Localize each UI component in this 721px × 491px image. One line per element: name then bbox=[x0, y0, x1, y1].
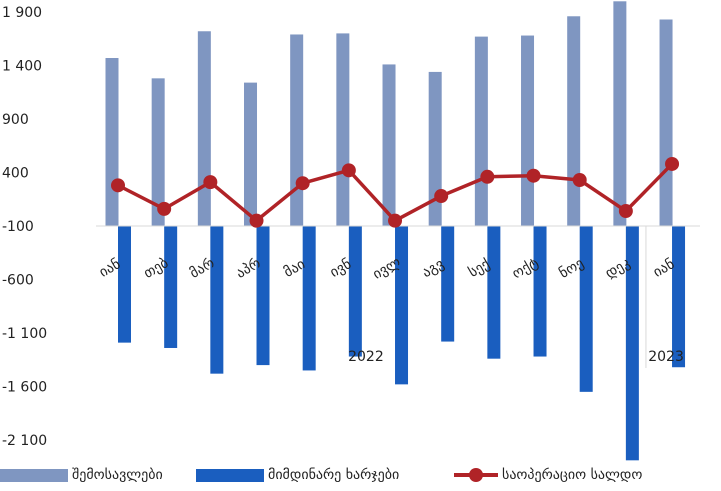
y-tick-label: -1 600 bbox=[2, 380, 47, 396]
bar-revenue-11 bbox=[613, 1, 627, 226]
legend-item-balance: საოპერაციო სალდო bbox=[454, 467, 642, 483]
bars-layer bbox=[105, 1, 686, 461]
year-label-2023: 2023 bbox=[648, 349, 684, 365]
bar-revenue-12 bbox=[659, 19, 673, 226]
bar-expenses-12 bbox=[672, 226, 686, 368]
legend-label-revenue: შემოსავლები bbox=[72, 467, 163, 483]
point-balance-5 bbox=[341, 163, 356, 178]
bar-expenses-2 bbox=[210, 226, 224, 374]
legend: შემოსავლები მიმდინარე ხარჯები საოპერაციო… bbox=[0, 461, 721, 491]
point-balance-4 bbox=[295, 176, 310, 191]
year-label-2022: 2022 bbox=[348, 349, 384, 365]
bar-expenses-7 bbox=[441, 226, 455, 342]
bar-revenue-0 bbox=[105, 58, 119, 227]
bar-expenses-10 bbox=[579, 226, 593, 392]
bar-revenue-2 bbox=[197, 31, 211, 227]
point-balance-8 bbox=[480, 169, 495, 184]
y-tick-label: 400 bbox=[2, 166, 29, 182]
bar-revenue-9 bbox=[521, 35, 535, 226]
point-balance-6 bbox=[388, 213, 403, 228]
point-balance-12 bbox=[665, 156, 680, 171]
bar-revenue-8 bbox=[474, 36, 488, 226]
legend-item-expenses: მიმდინარე ხარჯები bbox=[196, 467, 399, 483]
bar-revenue-6 bbox=[382, 64, 396, 227]
point-balance-10 bbox=[572, 172, 587, 187]
bar-expenses-4 bbox=[302, 226, 316, 371]
point-balance-11 bbox=[618, 204, 633, 219]
y-tick-label: -100 bbox=[2, 219, 34, 235]
y-tick-label: -2 100 bbox=[2, 433, 47, 449]
legend-label-expenses: მიმდინარე ხარჯები bbox=[268, 467, 400, 483]
y-tick-label: -600 bbox=[2, 273, 34, 289]
bar-expenses-1 bbox=[164, 226, 178, 348]
bar-revenue-5 bbox=[336, 33, 350, 227]
point-balance-1 bbox=[157, 201, 172, 216]
point-balance-3 bbox=[249, 213, 264, 228]
bar-revenue-1 bbox=[151, 78, 165, 226]
y-tick-label: 900 bbox=[2, 112, 29, 128]
bar-expenses-3 bbox=[256, 226, 270, 366]
bar-expenses-5 bbox=[348, 226, 362, 357]
bar-expenses-8 bbox=[487, 226, 501, 359]
bar-revenue-3 bbox=[244, 82, 258, 227]
bar-expenses-11 bbox=[625, 226, 639, 461]
y-tick-label: -1 100 bbox=[2, 326, 47, 342]
line-layer bbox=[111, 156, 680, 228]
legend-swatch-balance bbox=[454, 468, 498, 482]
bar-expenses-0 bbox=[118, 226, 131, 343]
legend-label-balance: საოპერაციო სალდო bbox=[502, 467, 643, 483]
bar-expenses-6 bbox=[395, 226, 409, 385]
legend-item-revenue: შემოსავლები bbox=[0, 467, 163, 483]
bar-revenue-4 bbox=[290, 34, 304, 226]
bar-revenue-7 bbox=[428, 71, 442, 226]
bar-revenue-10 bbox=[567, 16, 581, 227]
point-balance-7 bbox=[434, 189, 449, 204]
legend-swatch-revenue bbox=[0, 468, 68, 482]
legend-swatch-expenses bbox=[196, 468, 264, 482]
y-tick-label: 1 400 bbox=[2, 59, 42, 75]
chart: 1 900 1 400 900 400 -100 -600 -1 100 -1 600 -2 1… bbox=[2, 1, 700, 461]
bar-expenses-9 bbox=[533, 226, 547, 357]
point-balance-9 bbox=[526, 168, 541, 183]
point-balance-0 bbox=[111, 178, 125, 193]
y-tick-label: 1 900 bbox=[2, 5, 42, 21]
point-balance-2 bbox=[203, 175, 218, 190]
